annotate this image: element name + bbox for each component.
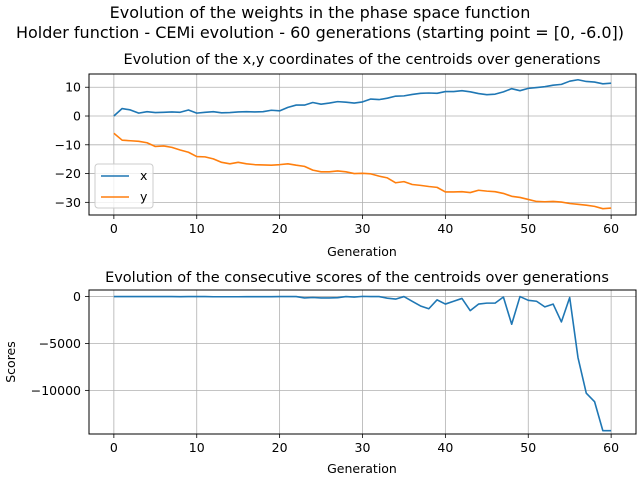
x-tick-label: 40	[437, 221, 453, 236]
chart-coordinates-xlabel: Generation	[327, 244, 397, 259]
x-tick-label: 50	[520, 440, 536, 455]
x-tick-label: 50	[520, 221, 536, 236]
x-tick-label: 10	[189, 440, 205, 455]
y-tick-label: −10000	[31, 383, 81, 398]
chart-scores-ylabel: Scores	[3, 341, 18, 383]
y-tick-label: −10	[55, 137, 81, 152]
chart-scores: Evolution of the consecutive scores of t…	[3, 270, 637, 476]
x-tick-label: 0	[110, 440, 118, 455]
chart-scores-grid	[89, 290, 636, 434]
suptitle-line2: Holder function - CEMi evolution - 60 ge…	[16, 23, 624, 42]
chart-coordinates-title: Evolution of the x,y coordinates of the …	[123, 52, 600, 68]
x-tick-label: 20	[272, 221, 288, 236]
chart-scores-xlabel: Generation	[327, 461, 397, 476]
chart-scores-title: Evolution of the consecutive scores of t…	[105, 270, 609, 286]
y-tick-label: −20	[55, 166, 81, 181]
series-line-y	[113, 132, 612, 210]
suptitle-line1: Evolution of the weights in the phase sp…	[110, 3, 531, 22]
x-tick-label: 20	[272, 440, 288, 455]
legend-label-y: y	[140, 189, 148, 204]
y-tick-label: 0	[73, 109, 81, 124]
x-tick-label: 30	[355, 221, 371, 236]
chart-scores-series	[113, 295, 612, 432]
y-tick-label: −30	[55, 195, 81, 210]
series-line-score	[113, 295, 612, 432]
chart-scores-ticks: 0 10 20 30 40 50 60 0 −5000 −10000	[31, 289, 619, 455]
chart-coordinates: Evolution of the x,y coordinates of the …	[55, 52, 637, 259]
x-tick-label: 0	[110, 221, 118, 236]
chart-coordinates-grid	[89, 74, 636, 215]
x-tick-label: 30	[355, 440, 371, 455]
x-tick-label: 60	[603, 221, 619, 236]
series-line-x	[113, 78, 612, 117]
y-tick-label: −5000	[39, 336, 81, 351]
legend: x y	[94, 163, 154, 209]
chart-coordinates-series	[113, 78, 612, 210]
chart-coordinates-ticks: 0 10 20 30 40 50 60 10 0 −10 −20 −30	[55, 80, 620, 236]
x-tick-label: 60	[603, 440, 619, 455]
x-tick-label: 10	[189, 221, 205, 236]
y-tick-label: 10	[65, 80, 81, 95]
x-tick-label: 40	[437, 440, 453, 455]
legend-label-x: x	[140, 168, 147, 183]
y-tick-label: 0	[73, 289, 81, 304]
